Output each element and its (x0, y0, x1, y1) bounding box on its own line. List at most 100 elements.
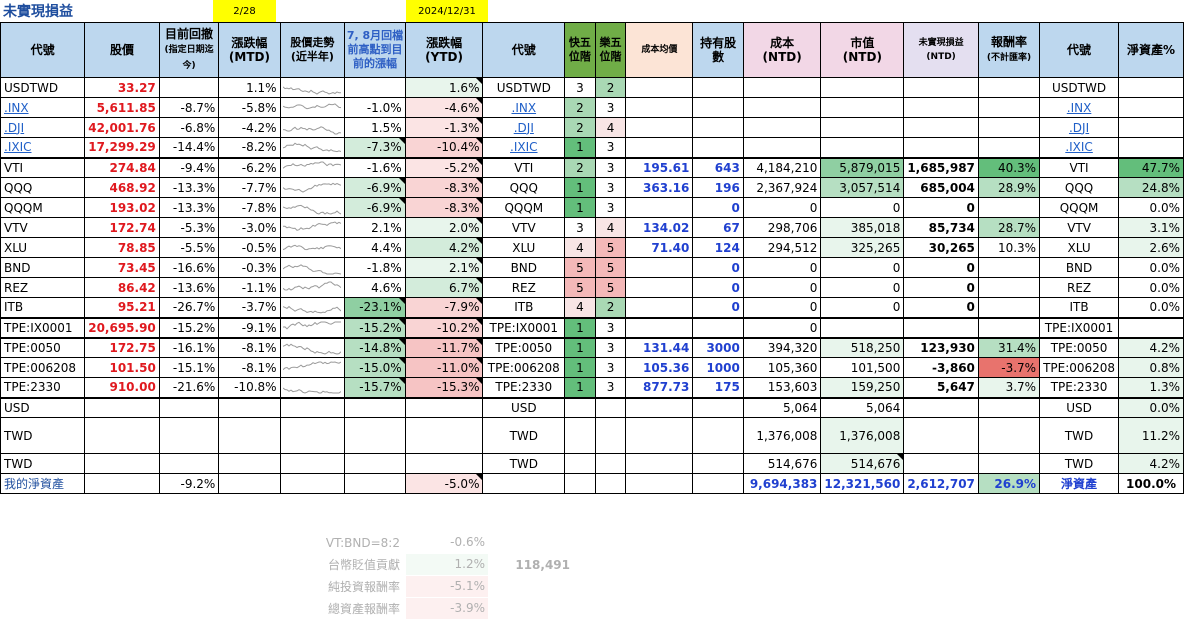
cell-avgcost[interactable] (625, 77, 694, 98)
cell-empty[interactable] (279, 473, 346, 494)
cell-ytd[interactable]: -10.2% (404, 316, 484, 338)
cell-fast5[interactable]: 1 (564, 336, 596, 358)
cell-fast5[interactable]: 1 (564, 137, 596, 158)
cell-cost[interactable]: 4,184,210 (742, 156, 822, 178)
cell-unreal[interactable]: 85,734 (903, 217, 979, 238)
cell-price[interactable]: 274.84 (84, 156, 160, 178)
cell-cost[interactable]: 105,360 (742, 357, 822, 378)
cell-empty[interactable] (218, 453, 281, 474)
cell-mktval[interactable]: 0 (820, 297, 905, 318)
header-price[interactable]: 股價 (84, 22, 160, 78)
cell-code-3[interactable]: TPE:006208 (1039, 357, 1120, 378)
cell-mktval[interactable]: 1,376,008 (820, 417, 905, 454)
cell-code-3[interactable]: QQQ (1039, 177, 1120, 198)
cell-netpct[interactable]: 2.6% (1118, 237, 1184, 258)
cell-music5[interactable]: 4 (594, 217, 627, 238)
cell-price[interactable]: 17,299.29 (84, 137, 160, 158)
cell-code[interactable]: QQQM (0, 197, 86, 218)
cell-shares[interactable]: 1000 (692, 357, 744, 378)
cell-empty[interactable] (279, 417, 346, 454)
cell-mtd[interactable]: -0.5% (218, 237, 281, 258)
cell-empty[interactable] (625, 453, 694, 474)
cell-shares[interactable]: 124 (692, 237, 744, 258)
cell-return[interactable]: -3.7% (977, 357, 1041, 378)
cell-netpct[interactable]: 1.3% (1118, 377, 1184, 398)
cell-code[interactable]: .INX (0, 97, 86, 118)
cell-trend[interactable] (279, 97, 346, 118)
cell-ytd[interactable]: -11.7% (404, 336, 484, 358)
cell-return[interactable] (977, 97, 1041, 118)
cell-cost[interactable]: 298,706 (742, 217, 822, 238)
cell-fast5[interactable]: 5 (564, 257, 596, 278)
cell-trend[interactable] (279, 316, 346, 338)
cell-drawdown[interactable]: -13.3% (158, 197, 220, 218)
cell-drawdown[interactable] (158, 77, 220, 98)
cell-cost[interactable]: 0 (742, 277, 822, 298)
cell-trend[interactable] (279, 277, 346, 298)
cell-shares[interactable]: 196 (692, 177, 744, 198)
cell-unreal[interactable] (903, 117, 979, 138)
cell-mtd[interactable]: -3.7% (218, 297, 281, 318)
cell-empty[interactable] (692, 396, 744, 418)
cell-trend[interactable] (279, 77, 346, 98)
cell-avgcost[interactable] (625, 97, 694, 118)
cell-mtd[interactable]: -8.1% (218, 336, 281, 358)
cell-price[interactable]: 101.50 (84, 357, 160, 378)
cell-empty[interactable] (625, 417, 694, 454)
cell-trend[interactable] (279, 237, 346, 258)
cell-julaug[interactable]: -15.2% (344, 316, 406, 338)
total-netpct[interactable]: 100.0% (1118, 473, 1184, 494)
cell-julaug[interactable]: -14.8% (344, 336, 406, 358)
cell-empty[interactable] (594, 417, 627, 454)
cell-empty[interactable] (158, 396, 220, 418)
cell-netpct[interactable]: 0.0% (1118, 257, 1184, 278)
cell-cost[interactable]: 0 (742, 257, 822, 278)
cell-unreal[interactable]: 123,930 (903, 336, 979, 358)
cell-ytd[interactable]: -8.3% (404, 177, 484, 198)
cell-julaug[interactable]: -15.0% (344, 357, 406, 378)
cell-code-2[interactable]: .IXIC (482, 137, 566, 158)
cell-unreal[interactable]: 0 (903, 257, 979, 278)
cell-ytd[interactable]: 2.1% (404, 257, 484, 278)
cell-unreal[interactable]: 5,647 (903, 377, 979, 398)
cell-price[interactable]: 5,611.85 (84, 97, 160, 118)
cell-code[interactable]: TPE:006208 (0, 357, 86, 378)
cell-return[interactable] (977, 77, 1041, 98)
cell-unreal[interactable]: 0 (903, 297, 979, 318)
header-code[interactable]: 代號 (0, 22, 86, 78)
cell-return[interactable] (977, 277, 1041, 298)
cell-drawdown[interactable]: -21.6% (158, 377, 220, 398)
cell-avgcost[interactable] (625, 277, 694, 298)
cell-price[interactable]: 78.85 (84, 237, 160, 258)
cell-music5[interactable]: 5 (594, 277, 627, 298)
cell-code-3[interactable]: BND (1039, 257, 1120, 278)
cell-mktval[interactable] (820, 97, 905, 118)
cell-code-3[interactable]: .INX (1039, 97, 1120, 118)
cell-drawdown[interactable]: -15.2% (158, 316, 220, 338)
cell-price[interactable]: 86.42 (84, 277, 160, 298)
cell-empty[interactable] (84, 453, 160, 474)
cell-trend[interactable] (279, 117, 346, 138)
cell-price[interactable]: 42,001.76 (84, 117, 160, 138)
header-netpct[interactable]: 淨資產% (1118, 22, 1184, 78)
cell-netpct[interactable] (1118, 137, 1184, 158)
cell-netpct[interactable]: 47.7% (1118, 156, 1184, 178)
cell-julaug[interactable]: -6.9% (344, 177, 406, 198)
cell-code-2[interactable]: TPE:0050 (482, 336, 566, 358)
cell-code-2[interactable]: TWD (482, 453, 566, 474)
cell-julaug[interactable]: -1.0% (344, 97, 406, 118)
cell-ytd[interactable]: -7.9% (404, 297, 484, 318)
cell-netpct[interactable] (1118, 117, 1184, 138)
cell-trend[interactable] (279, 217, 346, 238)
cell-trend[interactable] (279, 257, 346, 278)
cell-shares[interactable] (692, 117, 744, 138)
cell-empty[interactable] (594, 396, 627, 418)
cell-avgcost[interactable]: 134.02 (625, 217, 694, 238)
cell-empty[interactable] (158, 453, 220, 474)
cell-cost[interactable] (742, 117, 822, 138)
cell-trend[interactable] (279, 137, 346, 158)
cell-mktval[interactable]: 159,250 (820, 377, 905, 398)
cell-empty[interactable] (564, 417, 596, 454)
cell-code-2[interactable]: TPE:IX0001 (482, 316, 566, 338)
cell-price[interactable]: 193.02 (84, 197, 160, 218)
